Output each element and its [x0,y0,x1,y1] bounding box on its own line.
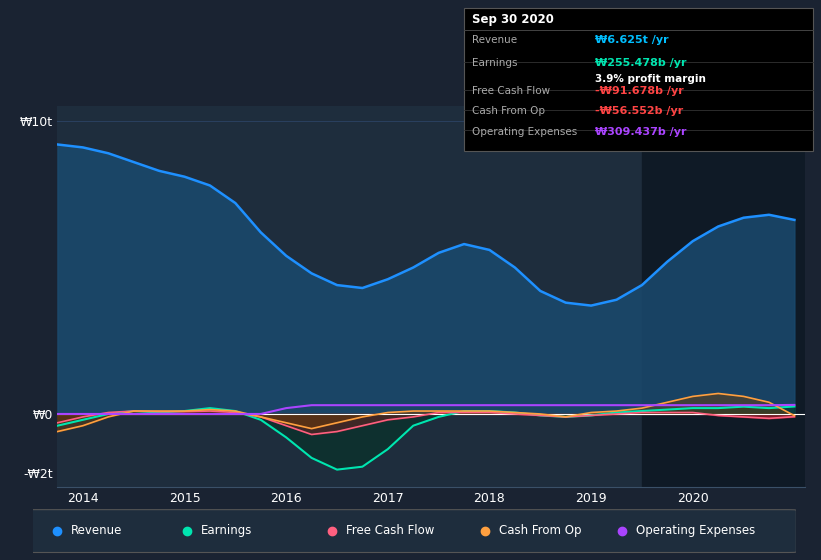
Text: Operating Expenses: Operating Expenses [472,127,577,137]
Text: ₩255.478b /yr: ₩255.478b /yr [595,58,686,68]
Text: Operating Expenses: Operating Expenses [636,524,755,537]
Text: Revenue: Revenue [71,524,122,537]
Text: ₩6.625t /yr: ₩6.625t /yr [595,35,669,45]
Bar [642,106,805,487]
Text: Earnings: Earnings [472,58,517,68]
Text: 3.9% profit margin: 3.9% profit margin [595,74,706,85]
FancyBboxPatch shape [25,510,796,553]
Text: -₩56.552b /yr: -₩56.552b /yr [595,106,683,116]
Text: Free Cash Flow: Free Cash Flow [346,524,434,537]
Text: Earnings: Earnings [201,524,252,537]
Text: Cash From Op: Cash From Op [498,524,581,537]
Text: Cash From Op: Cash From Op [472,106,545,116]
Text: Free Cash Flow: Free Cash Flow [472,86,550,96]
Text: Revenue: Revenue [472,35,517,45]
Text: Sep 30 2020: Sep 30 2020 [472,13,554,26]
Text: -₩91.678b /yr: -₩91.678b /yr [595,86,684,96]
Text: ₩309.437b /yr: ₩309.437b /yr [595,127,686,137]
